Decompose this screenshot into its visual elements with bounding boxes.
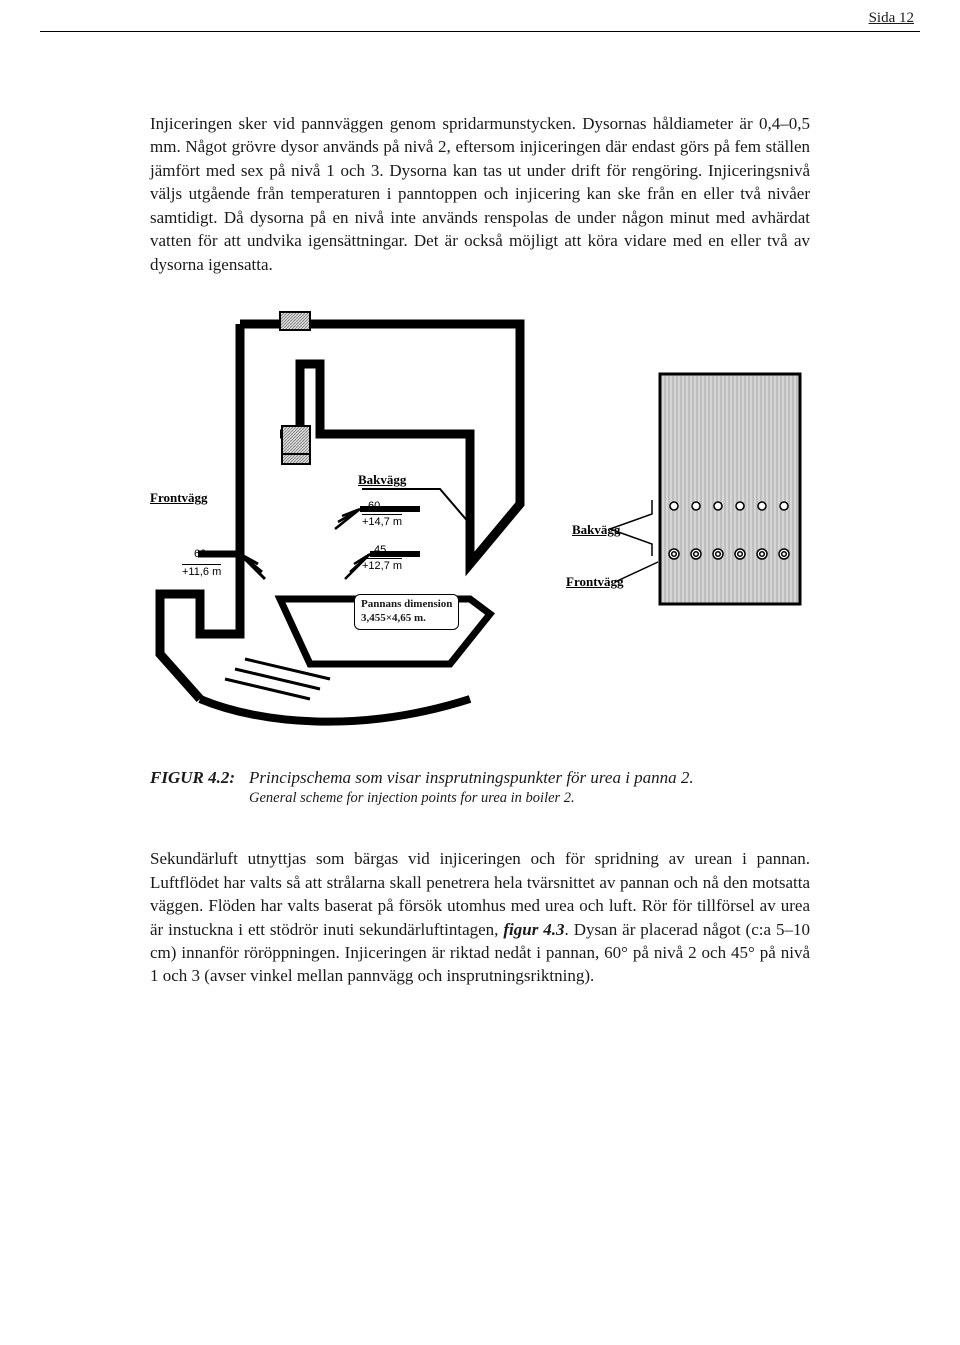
label-h147: +14,7 m	[362, 514, 402, 528]
label-angle-60: 60	[368, 500, 380, 512]
label-h116: +11,6 m	[182, 564, 221, 578]
page-number: Sida 12	[869, 10, 914, 27]
label-angle-60-left: 60	[194, 548, 206, 560]
label-bakvagg-left: Bakvägg	[358, 472, 406, 488]
page-header: Sida 12	[40, 0, 920, 32]
figure-caption: FIGUR 4.2: Principschema som visar inspr…	[150, 768, 810, 807]
figure-title: Principschema som visar insprutningspunk…	[249, 768, 694, 788]
label-frontvagg-left: Frontvägg	[150, 490, 208, 506]
label-bakvagg-right: Bakvägg	[572, 522, 620, 538]
label-angle-45: 45	[374, 544, 386, 556]
label-frontvagg-right: Frontvägg	[566, 574, 624, 590]
paragraph-1: Injiceringen sker vid pannväggen genom s…	[150, 112, 810, 276]
figure-ref-4-3: figur 4.3	[503, 920, 564, 939]
label-h127: +12,7 m	[362, 558, 402, 572]
main-content: Injiceringen sker vid pannväggen genom s…	[150, 112, 810, 988]
figure-svg	[140, 304, 820, 744]
dim-line1: Pannans dimension	[361, 598, 452, 612]
figure-subtitle: General scheme for injection points for …	[249, 790, 694, 807]
figure-4-2: Frontvägg 60 +11,6 m Bakvägg 60 +14,7 m …	[140, 304, 820, 744]
dim-line2: 3,455×4,65 m.	[361, 612, 452, 626]
paragraph-2: Sekundärluft utnyttjas som bärgas vid in…	[150, 847, 810, 988]
dimension-box: Pannans dimension 3,455×4,65 m.	[354, 594, 459, 630]
figure-text: Principschema som visar insprutningspunk…	[249, 768, 694, 807]
figure-number: FIGUR 4.2:	[150, 768, 235, 807]
